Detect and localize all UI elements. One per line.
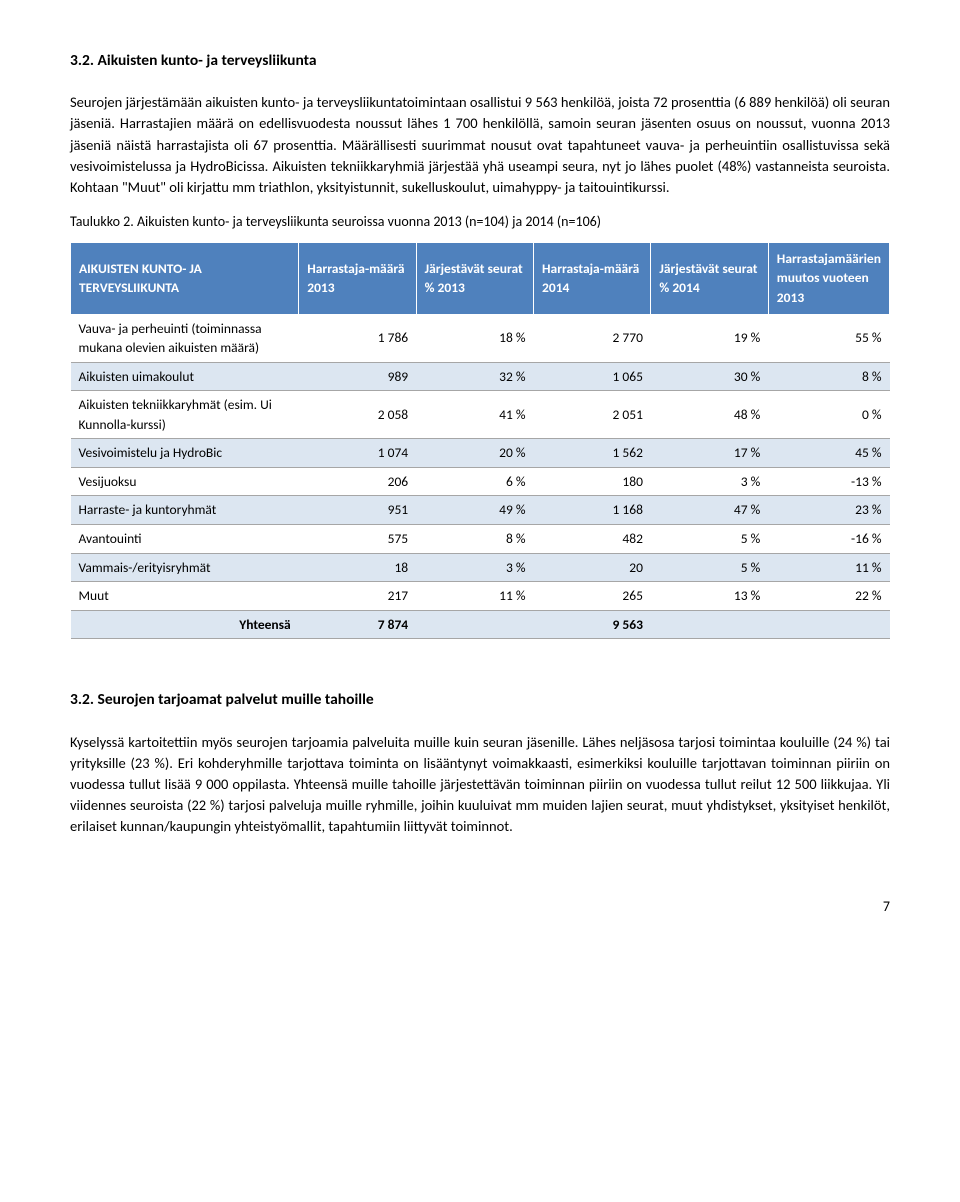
- row-value: 482: [534, 525, 651, 554]
- row-value: 1 074: [299, 439, 416, 468]
- row-value: 11 %: [416, 582, 533, 611]
- table-caption: Taulukko 2. Aikuisten kunto- ja terveysl…: [70, 212, 890, 232]
- row-value: 1 562: [534, 439, 651, 468]
- total-value: [651, 610, 768, 639]
- row-value: 2 770: [534, 314, 651, 362]
- row-label: Muut: [71, 582, 299, 611]
- section2-paragraph: Kyselyssä kartoitettiin myös seurojen ta…: [70, 732, 890, 837]
- row-value: 2 051: [534, 391, 651, 439]
- row-value: 951: [299, 496, 416, 525]
- row-value: 18 %: [416, 314, 533, 362]
- row-value: 3 %: [651, 467, 768, 496]
- row-value: 45 %: [768, 439, 889, 468]
- row-value: 11 %: [768, 553, 889, 582]
- row-label: Harraste- ja kuntoryhmät: [71, 496, 299, 525]
- row-value: 8 %: [768, 362, 889, 391]
- table-row: Vesijuoksu 206 6 % 180 3 % -13 %: [71, 467, 890, 496]
- table-header-cell: Järjestävät seurat % 2014: [651, 242, 768, 314]
- row-value: 5 %: [651, 525, 768, 554]
- row-value: 265: [534, 582, 651, 611]
- table-header-row: AIKUISTEN KUNTO- JA TERVEYSLIIKUNTA Harr…: [71, 242, 890, 314]
- table-header-cell: Järjestävät seurat % 2013: [416, 242, 533, 314]
- row-value: 55 %: [768, 314, 889, 362]
- row-value: 3 %: [416, 553, 533, 582]
- section1-paragraph: Seurojen järjestämään aikuisten kunto- j…: [70, 92, 890, 197]
- table-total-row: Yhteensä 7 874 9 563: [71, 610, 890, 639]
- row-value: 20: [534, 553, 651, 582]
- row-value: 49 %: [416, 496, 533, 525]
- row-value: 47 %: [651, 496, 768, 525]
- row-value: 13 %: [651, 582, 768, 611]
- table-row: Aikuisten tekniikkaryhmät (esim. Ui Kunn…: [71, 391, 890, 439]
- total-value: 9 563: [534, 610, 651, 639]
- row-value: 1 168: [534, 496, 651, 525]
- row-value: -13 %: [768, 467, 889, 496]
- row-value: 20 %: [416, 439, 533, 468]
- table-row: Harraste- ja kuntoryhmät 951 49 % 1 168 …: [71, 496, 890, 525]
- table-header-cell: AIKUISTEN KUNTO- JA TERVEYSLIIKUNTA: [71, 242, 299, 314]
- table-row: Vauva- ja perheuinti (toiminnassa mukana…: [71, 314, 890, 362]
- row-value: 41 %: [416, 391, 533, 439]
- row-value: 180: [534, 467, 651, 496]
- section-heading-1: 3.2. Aikuisten kunto- ja terveysliikunta: [70, 50, 890, 72]
- table-row: Aikuisten uimakoulut 989 32 % 1 065 30 %…: [71, 362, 890, 391]
- table-row: Vammais-/erityisryhmät 18 3 % 20 5 % 11 …: [71, 553, 890, 582]
- row-label: Avantouinti: [71, 525, 299, 554]
- section-heading-2: 3.2. Seurojen tarjoamat palvelut muille …: [70, 689, 890, 711]
- row-label: Aikuisten uimakoulut: [71, 362, 299, 391]
- row-value: 5 %: [651, 553, 768, 582]
- row-value: 23 %: [768, 496, 889, 525]
- total-value: [416, 610, 533, 639]
- row-value: 575: [299, 525, 416, 554]
- row-value: 217: [299, 582, 416, 611]
- total-label: Yhteensä: [71, 610, 299, 639]
- row-value: 22 %: [768, 582, 889, 611]
- row-label: Vammais-/erityisryhmät: [71, 553, 299, 582]
- total-value: 7 874: [299, 610, 416, 639]
- row-value: 2 058: [299, 391, 416, 439]
- row-value: 18: [299, 553, 416, 582]
- table-row: Muut 217 11 % 265 13 % 22 %: [71, 582, 890, 611]
- row-value: 206: [299, 467, 416, 496]
- row-value: 48 %: [651, 391, 768, 439]
- row-value: 19 %: [651, 314, 768, 362]
- table-body: Vauva- ja perheuinti (toiminnassa mukana…: [71, 314, 890, 639]
- row-value: 0 %: [768, 391, 889, 439]
- row-value: 1 065: [534, 362, 651, 391]
- table-header-cell: Harrastaja-määrä 2013: [299, 242, 416, 314]
- table-header-cell: Harrastaja-määrä 2014: [534, 242, 651, 314]
- row-value: 30 %: [651, 362, 768, 391]
- row-value: 1 786: [299, 314, 416, 362]
- row-label: Aikuisten tekniikkaryhmät (esim. Ui Kunn…: [71, 391, 299, 439]
- data-table: AIKUISTEN KUNTO- JA TERVEYSLIIKUNTA Harr…: [70, 242, 890, 639]
- table-header-cell: Harrastajamäärien muutos vuoteen 2013: [768, 242, 889, 314]
- row-value: 8 %: [416, 525, 533, 554]
- row-label: Vauva- ja perheuinti (toiminnassa mukana…: [71, 314, 299, 362]
- row-label: Vesivoimistelu ja HydroBic: [71, 439, 299, 468]
- row-value: 989: [299, 362, 416, 391]
- page-number: 7: [70, 897, 890, 917]
- row-label: Vesijuoksu: [71, 467, 299, 496]
- table-row: Avantouinti 575 8 % 482 5 % -16 %: [71, 525, 890, 554]
- row-value: 32 %: [416, 362, 533, 391]
- row-value: -16 %: [768, 525, 889, 554]
- row-value: 6 %: [416, 467, 533, 496]
- row-value: 17 %: [651, 439, 768, 468]
- total-value: [768, 610, 889, 639]
- table-row: Vesivoimistelu ja HydroBic 1 074 20 % 1 …: [71, 439, 890, 468]
